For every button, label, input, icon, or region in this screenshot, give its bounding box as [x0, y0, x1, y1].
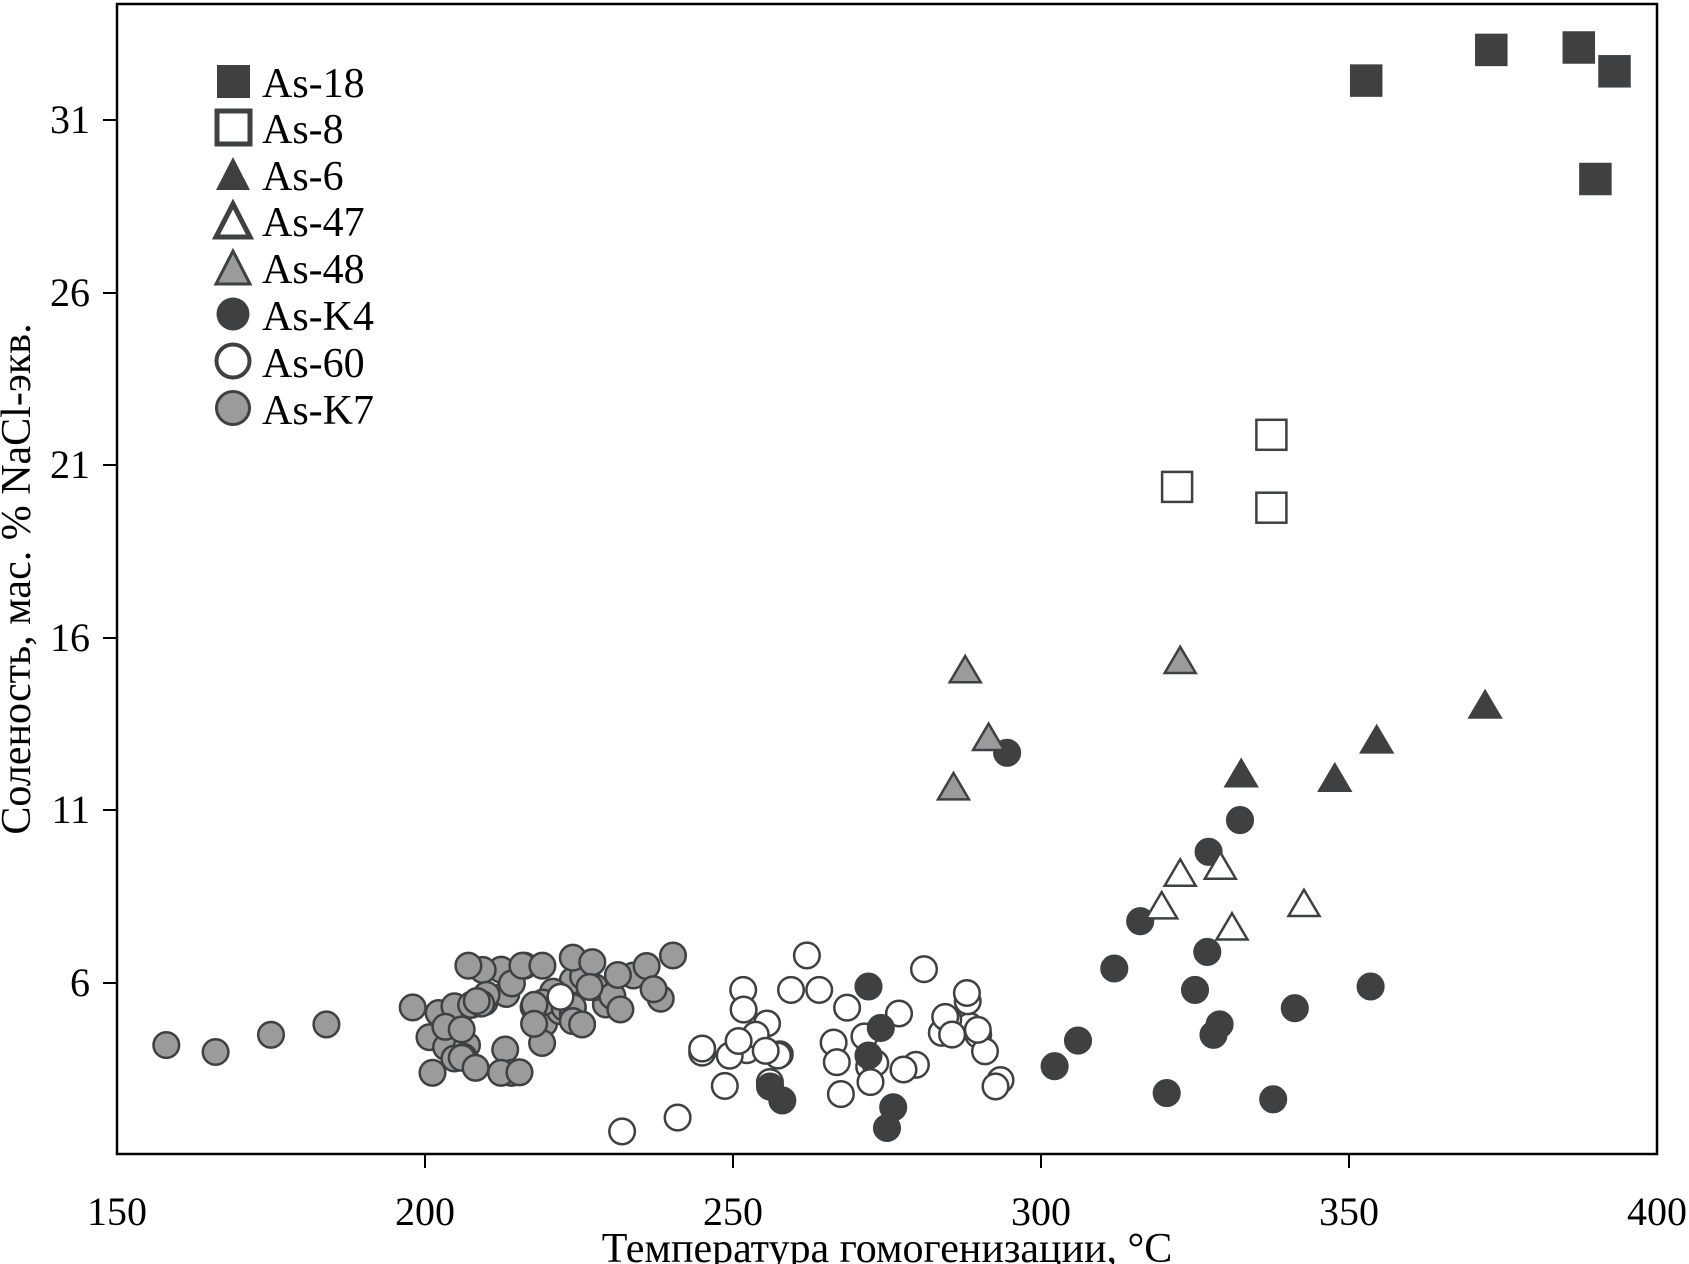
svg-text:As-K7: As-K7 — [262, 388, 374, 434]
svg-text:400: 400 — [1627, 1189, 1687, 1234]
svg-text:As-60: As-60 — [262, 341, 365, 387]
svg-text:As-K4: As-K4 — [262, 294, 374, 340]
svg-text:200: 200 — [395, 1189, 455, 1234]
svg-text:6: 6 — [70, 960, 90, 1005]
svg-text:As-47: As-47 — [262, 200, 365, 246]
svg-text:As-48: As-48 — [262, 247, 365, 293]
svg-text:350: 350 — [1319, 1189, 1379, 1234]
svg-text:26: 26 — [50, 270, 90, 315]
svg-text:21: 21 — [50, 442, 90, 487]
svg-text:Соленость, мас. % NaCl-экв.: Соленость, мас. % NaCl-экв. — [0, 323, 40, 834]
svg-text:As-8: As-8 — [262, 107, 344, 153]
svg-text:150: 150 — [87, 1189, 147, 1234]
svg-text:16: 16 — [50, 615, 90, 660]
svg-text:As-18: As-18 — [262, 61, 365, 107]
svg-text:11: 11 — [51, 787, 90, 832]
svg-text:31: 31 — [50, 97, 90, 142]
svg-text:Температура гомогенизации, °C: Температура гомогенизации, °C — [602, 1226, 1173, 1264]
svg-text:As-6: As-6 — [262, 154, 344, 200]
